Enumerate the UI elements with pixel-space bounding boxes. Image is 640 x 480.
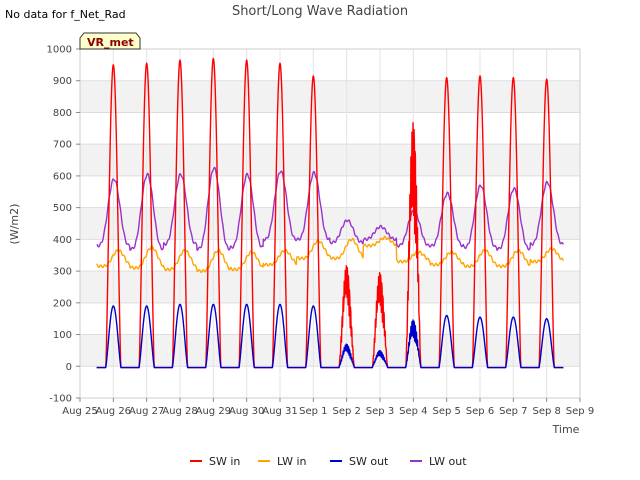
legend-label: SW out (349, 455, 389, 468)
y-tick-label: 800 (53, 108, 72, 119)
y-axis-label: (W/m2) (8, 204, 21, 245)
background-band (80, 366, 580, 398)
x-tick-label: Aug 29 (196, 406, 231, 417)
site-badge-box (79, 32, 141, 50)
series-line-sw-out (96, 303, 564, 369)
x-tick-label: Aug 31 (262, 406, 297, 417)
x-tick-label: Aug 30 (229, 406, 264, 417)
background-band (80, 175, 580, 208)
legend-label: LW in (277, 455, 307, 468)
x-tick-label: Sep 6 (466, 406, 494, 417)
x-tick-label: Aug 28 (162, 406, 197, 417)
no-data-note: No data for f_Net_Rad (5, 8, 126, 21)
x-tick-label: Sep 5 (432, 406, 460, 417)
background-band (80, 112, 580, 145)
background-band (80, 207, 580, 240)
y-tick-label: 700 (53, 140, 72, 151)
legend-label: LW out (429, 455, 467, 468)
x-tick-label: Aug 25 (62, 406, 97, 417)
background-band (80, 271, 580, 303)
site-badge-label: VR_met (87, 36, 134, 49)
y-tick-label: 100 (53, 330, 72, 341)
y-tick-label: 900 (53, 76, 72, 87)
background-band (80, 144, 580, 176)
y-tick-label: 200 (53, 298, 72, 309)
x-tick-label: Sep 3 (366, 406, 394, 417)
x-tick-label: Sep 1 (299, 406, 327, 417)
legend-label: SW in (209, 455, 240, 468)
y-tick-label: 0 (66, 362, 72, 373)
chart-title: Short/Long Wave Radiation (232, 4, 408, 19)
y-axis-ticks: -100 0 100 200 300 400 500 600 700 800 900 1000 (47, 45, 80, 405)
x-tick-label: Aug 27 (129, 406, 164, 417)
y-tick-label: -100 (49, 394, 72, 405)
series-layer (96, 57, 564, 369)
background-band (80, 334, 580, 367)
x-axis-label: Time (552, 423, 580, 436)
x-tick-label: Aug 26 (96, 406, 131, 417)
x-tick-label: Sep 2 (332, 406, 360, 417)
legend: SW in LW in SW out LW out (190, 455, 467, 468)
background-band (80, 302, 580, 335)
x-tick-label: Sep 8 (532, 406, 560, 417)
y-tick-label: 400 (53, 235, 72, 246)
x-tick-label: Sep 7 (499, 406, 527, 417)
plot-frame (79, 48, 581, 399)
x-tick-label: Sep 9 (566, 406, 594, 417)
y-tick-label: 300 (53, 267, 72, 278)
background-band (80, 49, 580, 81)
y-tick-label: 1000 (47, 45, 72, 56)
y-tick-label: 600 (53, 171, 72, 182)
site-badge: VR_met (79, 32, 141, 50)
background-band (80, 80, 580, 113)
y-tick-label: 500 (53, 203, 72, 214)
series-line-lw-out (96, 166, 564, 251)
x-tick-label: Sep 4 (399, 406, 427, 417)
plot-background-bands (80, 49, 580, 398)
